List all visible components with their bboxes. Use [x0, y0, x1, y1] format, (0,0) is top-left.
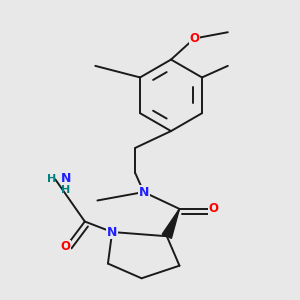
Text: H: H: [47, 174, 57, 184]
Text: H: H: [61, 185, 70, 195]
Text: N: N: [107, 226, 117, 238]
Polygon shape: [162, 209, 179, 238]
Text: O: O: [208, 202, 218, 215]
Text: N: N: [61, 172, 71, 185]
Text: N: N: [139, 186, 149, 199]
Text: O: O: [189, 32, 199, 45]
Text: O: O: [61, 240, 71, 253]
